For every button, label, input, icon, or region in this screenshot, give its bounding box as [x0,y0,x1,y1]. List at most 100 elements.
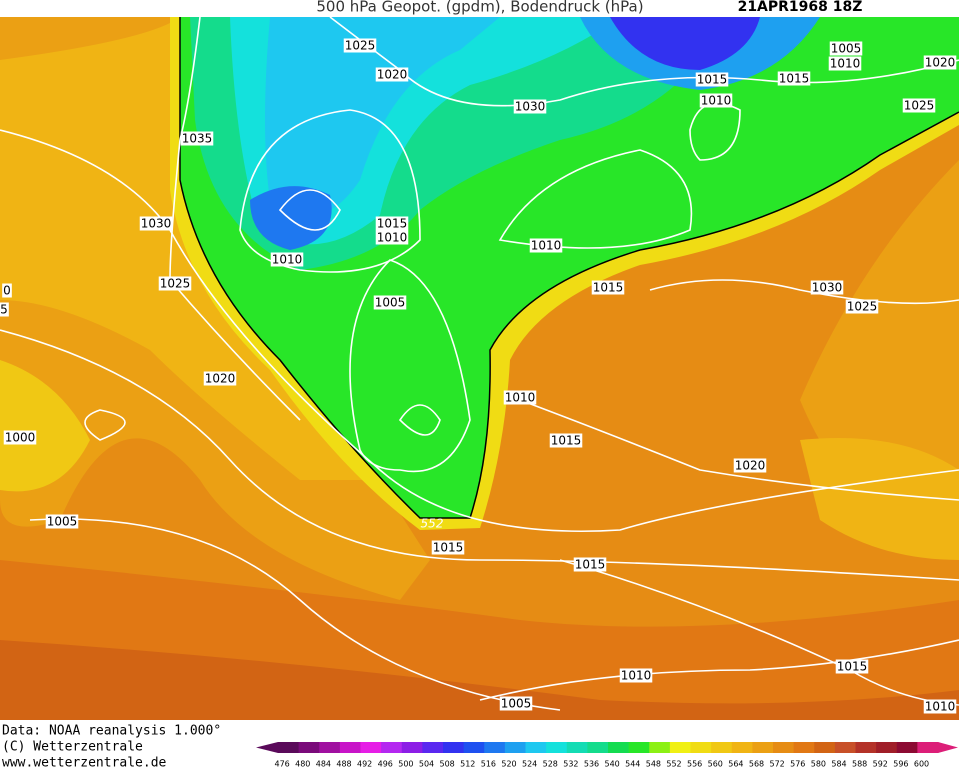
isobar-label: 1025 [343,38,377,53]
label-box [591,280,625,295]
isobar-value: 0 [3,284,11,298]
isobar-label: 5 [0,302,9,317]
colorbar-swatch [834,742,856,753]
colorbar-arrow-high [938,742,958,753]
colorbar-label: 572 [769,760,784,769]
colorbar-label: 484 [316,760,331,769]
isobar-value: 1030 [812,281,843,295]
isobar-label: 1030 [810,280,844,295]
label-box [45,514,79,529]
isobar-label: 1030 [513,99,547,114]
colorbar-swatch [731,742,753,753]
isobar-label: 1015 [835,659,869,674]
isobar-value: 1015 [779,72,810,86]
colorbar-label: 524 [522,760,537,769]
colorbar-label: 552 [666,760,681,769]
colorbar-label: 496 [378,760,393,769]
colorbar-swatch [690,742,712,753]
label-box [923,699,957,714]
colorbar-label: 584 [831,760,846,769]
isobar-label: 1010 [699,93,733,108]
isobar-label: 1010 [375,230,409,245]
colorbar-swatch [855,742,877,753]
colorbar-label: 500 [398,760,413,769]
label-box [139,216,173,231]
label-box [3,430,37,445]
label-box [810,280,844,295]
isobar-value: 1005 [831,42,862,56]
colorbar-swatch [525,742,547,753]
isobar-value: 1010 [272,253,303,267]
isobar-value: 1015 [837,660,868,674]
colorbar-swatch [649,742,671,753]
label-box [180,131,214,146]
isobar-label: 1015 [591,280,625,295]
label-box [499,696,533,711]
isobar-value: 1005 [375,296,406,310]
isobar-label: 1020 [733,458,767,473]
colorbar-swatch [546,742,568,753]
isobar-label: 1025 [158,276,192,291]
map-date: 21APR1968 18Z [738,0,863,15]
isobar-label: 1035 [180,131,214,146]
label-box [529,238,563,253]
colorbar-swatch [339,742,361,753]
colorbar: 476 480 484 488 492 496 500 504 508 512 516 520 524 5… [256,742,958,769]
isobar-value: 1015 [377,217,408,231]
label-box [431,540,465,555]
colorbar-label: 532 [563,760,578,769]
isobar-label: 1005 [373,295,407,310]
colorbar-label: 520 [501,760,516,769]
label-box [695,72,729,87]
colorbar-swatch [608,742,630,753]
label-box [203,371,237,386]
isobar-label: 0 [2,283,12,298]
isobar-label: 1015 [573,557,607,572]
colorbar-swatch [628,742,650,753]
colorbar-swatch [504,742,526,753]
isobar-label: 1015 [431,540,465,555]
isobar-value: 1020 [377,68,408,82]
colorbar-label: 536 [584,760,599,769]
label-box [699,93,733,108]
colorbar-label: 588 [852,760,867,769]
isobar-value: 1025 [345,39,376,53]
label-box [845,299,879,314]
isobar-value: 1010 [531,239,562,253]
isobar-value: 1020 [735,459,766,473]
isobar-value: 1025 [904,99,935,113]
isobar-label: 1020 [923,55,957,70]
colorbar-swatch [814,742,836,753]
colorbar-swatch [381,742,403,753]
isobar-label: 1015 [777,71,811,86]
label-box [902,98,936,113]
isobar-label: 1020 [375,67,409,82]
label-box [573,557,607,572]
colorbar-swatch [669,742,691,753]
colorbar-swatch [566,742,588,753]
label-box [835,659,869,674]
label-box [158,276,192,291]
label-box [828,56,862,71]
colorbar-swatch [484,742,506,753]
label-box [375,216,409,231]
isobar-value: 5 [0,303,8,317]
isobar-label: 552 [421,517,444,531]
colorbar-label: 592 [873,760,888,769]
isobar-value: 1010 [830,57,861,71]
colorbar-label: 564 [728,760,743,769]
colorbar-swatch [463,742,485,753]
colorbar-arrow-low [256,742,278,753]
colorbar-swatch [793,742,815,753]
colorbar-label: 600 [914,760,929,769]
colorbar-label: 540 [604,760,619,769]
isobar-value: 1015 [593,281,624,295]
colorbar-label: 544 [625,760,640,769]
colorbar-swatch [401,742,423,753]
isobar-value: 1020 [925,56,956,70]
colorbar-label: 560 [708,760,723,769]
colorbar-label: 492 [357,760,372,769]
colorbar-label: 596 [893,760,908,769]
isobar-label: 1010 [619,668,653,683]
